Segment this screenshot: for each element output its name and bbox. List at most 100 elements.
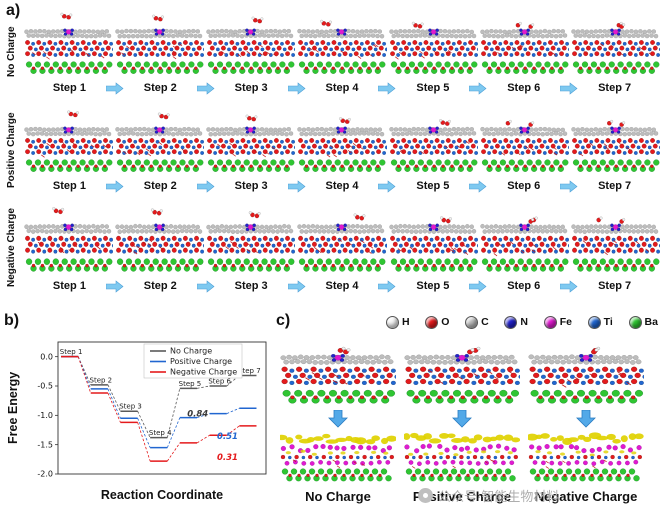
molecular-snapshot-svg bbox=[206, 16, 296, 74]
molecular-snapshot bbox=[388, 110, 478, 176]
molecular-snapshot-svg bbox=[24, 207, 114, 272]
molecular-snapshot bbox=[297, 12, 387, 78]
structure-bottom-svg bbox=[280, 433, 396, 482]
molecular-snapshot-svg bbox=[297, 19, 387, 74]
step-cell: Step 6 bbox=[469, 280, 569, 294]
molecular-snapshot-svg bbox=[480, 119, 569, 172]
ba-atom-icon bbox=[628, 315, 642, 329]
step-cell: Step 1 bbox=[24, 180, 115, 194]
down-arrow-icon bbox=[576, 409, 596, 428]
svg-text:Negative Charge: Negative Charge bbox=[170, 368, 237, 377]
molecular-snapshot bbox=[570, 206, 660, 276]
step-label: Step 2 bbox=[143, 180, 177, 192]
molecular-snapshot-svg bbox=[297, 117, 387, 172]
step-cell: Step 5 bbox=[378, 180, 478, 194]
chart-xlabel: Reaction Coordinate bbox=[100, 488, 224, 502]
legend-item-n: N bbox=[504, 315, 529, 329]
molecular-snapshot bbox=[115, 110, 205, 176]
step-label: Step 1 bbox=[52, 82, 86, 94]
step-cell: Step 3 bbox=[196, 82, 297, 96]
right-arrow-icon bbox=[560, 180, 578, 193]
svg-text:0.84: 0.84 bbox=[187, 410, 208, 420]
step-label: Step 4 bbox=[325, 82, 359, 94]
right-arrow-icon bbox=[378, 180, 396, 193]
molecular-snapshot bbox=[570, 110, 660, 176]
legend-item-o: O bbox=[425, 315, 449, 329]
right-arrow-icon bbox=[196, 280, 215, 293]
step-label: Step 3 bbox=[234, 82, 268, 94]
svg-text:Step 3: Step 3 bbox=[119, 403, 142, 411]
step-label: Step 6 bbox=[507, 280, 541, 292]
svg-text:-1.0: -1.0 bbox=[37, 411, 53, 420]
right-arrow-icon bbox=[105, 280, 124, 293]
fe-atom-icon bbox=[543, 315, 557, 329]
molecular-snapshot-svg bbox=[480, 216, 569, 272]
right-arrow-icon bbox=[378, 82, 396, 95]
structure-bottom bbox=[280, 430, 396, 486]
right-arrow-icon bbox=[196, 180, 215, 193]
right-arrow-icon bbox=[287, 180, 306, 193]
step-label: Step 5 bbox=[416, 82, 450, 94]
molecular-snapshot bbox=[479, 110, 569, 176]
step-cell: Step 3 bbox=[196, 280, 297, 294]
c-atom-icon bbox=[465, 315, 479, 329]
molecular-snapshot-svg bbox=[115, 112, 205, 172]
step-label: Step 3 bbox=[234, 180, 268, 192]
right-arrow-icon bbox=[469, 180, 487, 193]
step-label: Step 7 bbox=[598, 280, 632, 292]
molecular-snapshot-svg bbox=[206, 114, 296, 172]
step-cell: Step 3 bbox=[196, 180, 297, 194]
molecular-snapshot-svg bbox=[206, 211, 296, 272]
step-label: Step 6 bbox=[507, 180, 541, 192]
right-arrow-icon bbox=[105, 180, 124, 193]
legend-symbol: Fe bbox=[559, 316, 572, 328]
right-arrow-icon bbox=[560, 82, 578, 95]
wechat-logo-icon bbox=[418, 488, 433, 503]
structure-top bbox=[280, 336, 396, 408]
n-atom-icon bbox=[504, 315, 518, 329]
svg-text:Positive Charge: Positive Charge bbox=[170, 357, 232, 366]
legend-symbol: Ba bbox=[644, 316, 658, 328]
molecular-snapshot-svg bbox=[388, 21, 478, 74]
right-arrow-icon bbox=[378, 280, 396, 293]
right-arrow-icon bbox=[105, 82, 124, 95]
step-label: Step 6 bbox=[507, 82, 541, 94]
molecular-snapshot bbox=[24, 206, 114, 276]
legend-symbol: Ti bbox=[603, 316, 613, 328]
step-cell: Step 1 bbox=[24, 82, 115, 96]
step-cell: Step 2 bbox=[105, 280, 206, 294]
snapshot-strip bbox=[24, 110, 660, 176]
structure-top-svg bbox=[404, 346, 520, 404]
step-cell: Step 2 bbox=[105, 82, 206, 96]
right-arrow-icon bbox=[196, 82, 215, 95]
molecular-snapshot bbox=[206, 206, 296, 276]
step-cell: Step 5 bbox=[378, 280, 478, 294]
molecular-snapshot-svg bbox=[571, 119, 660, 172]
down-arrow-icon bbox=[452, 409, 472, 428]
structure-bottom bbox=[404, 430, 520, 486]
molecular-snapshot bbox=[388, 206, 478, 276]
snapshot-strip bbox=[24, 206, 660, 276]
structure-bottom-svg bbox=[528, 432, 644, 482]
step-cell: Step 6 bbox=[469, 180, 569, 194]
step-label-row: Step 1 Step 2 Step 3 Step 4 Step 5 Step 6 Step… bbox=[24, 280, 660, 294]
molecular-snapshot-svg bbox=[571, 216, 660, 272]
molecular-snapshot bbox=[206, 12, 296, 78]
step-label: Step 4 bbox=[325, 280, 359, 292]
legend-symbol: N bbox=[520, 316, 529, 328]
molecular-snapshot bbox=[206, 110, 296, 176]
molecular-snapshot-svg bbox=[297, 213, 387, 272]
right-arrow-icon bbox=[287, 280, 306, 293]
legend-symbol: H bbox=[402, 316, 410, 328]
svg-text:-2.0: -2.0 bbox=[37, 470, 53, 479]
free-energy-chart: 0.0 -0.5 -1.0 -1.5 -2.0 Step 1 Step 2 Step 3 Ste… bbox=[37, 341, 267, 479]
structure-top bbox=[404, 336, 520, 408]
step-label: Step 2 bbox=[143, 82, 177, 94]
step-label: Step 1 bbox=[52, 280, 86, 292]
molecular-snapshot-svg bbox=[24, 110, 114, 172]
molecular-snapshot-svg bbox=[115, 208, 205, 272]
step-cell: Step 4 bbox=[287, 280, 388, 294]
ti-atom-icon bbox=[587, 315, 601, 329]
structure-top-svg bbox=[280, 346, 396, 404]
